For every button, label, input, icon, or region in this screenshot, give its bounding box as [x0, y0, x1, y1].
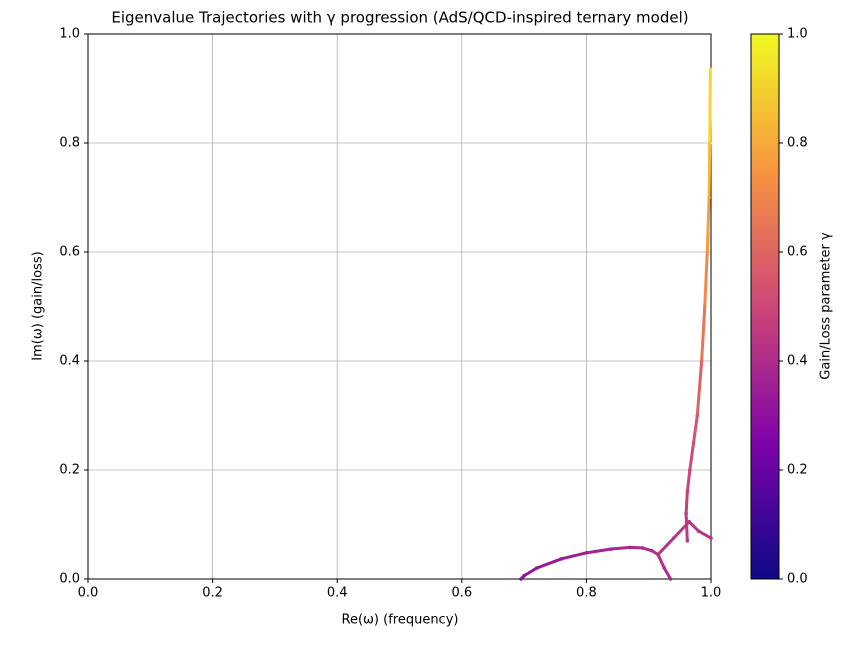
plot-frame: [87, 33, 712, 580]
y-tick-label: 0.0: [59, 572, 80, 587]
trajectory-segment: [700, 305, 707, 363]
x-tick-label: 1.0: [701, 586, 722, 601]
trajectory-point: [685, 490, 690, 494]
trajectory-point: [609, 547, 614, 551]
x-tick-label: 0.2: [202, 586, 223, 601]
trajectory-point: [522, 573, 526, 578]
trajectory-point: [699, 359, 704, 363]
trajectory-segment: [707, 141, 712, 199]
trajectory-segment: [705, 196, 711, 254]
x-tick-label: 0.4: [327, 586, 348, 601]
trajectory-segment: [662, 566, 673, 581]
trajectory-segment: [695, 359, 704, 417]
trajectory-point: [650, 548, 654, 553]
trajectory-point: [709, 536, 713, 540]
x-tick-label: 0.6: [451, 586, 472, 601]
trajectory-point: [668, 577, 673, 581]
colorbar-tick-label: 0.8: [787, 136, 808, 151]
trajectory-point: [559, 557, 564, 561]
chart-title: Eigenvalue Trajectories with γ progressi…: [111, 9, 688, 27]
trajectory-segment: [684, 512, 689, 543]
trajectory-segment: [656, 536, 676, 556]
trajectory-segment: [584, 547, 613, 555]
trajectory-segment: [688, 441, 696, 472]
trajectory-segment: [685, 468, 692, 494]
trajectory-point: [705, 250, 710, 254]
trajectory-point: [671, 536, 676, 540]
trajectory-segment: [684, 490, 689, 516]
x-tick-label: 0.8: [576, 586, 597, 601]
colorbar-tick-label: 0.6: [787, 245, 808, 260]
trajectory-point: [702, 304, 707, 309]
trajectory-point: [656, 552, 660, 557]
trajectory-point: [584, 551, 589, 555]
trajectory-point: [662, 566, 667, 570]
trajectory-point: [688, 468, 692, 472]
colorbar-tick-label: 0.4: [787, 354, 808, 369]
trajectory-point: [628, 545, 632, 550]
x-tick-label: 0.0: [78, 586, 99, 601]
y-tick-label: 0.4: [59, 354, 80, 369]
trajectory-point: [519, 577, 523, 581]
trajectory-point: [691, 440, 696, 445]
x-axis-label: Re(ω) (frequency): [342, 613, 459, 628]
trajectory-point: [708, 67, 713, 72]
trajectory-segment: [703, 250, 709, 308]
trajectory-point: [684, 511, 688, 516]
trajectory-point: [695, 413, 700, 418]
trajectory-point: [640, 546, 645, 550]
trajectory-segment: [656, 552, 666, 570]
trajectory-segment: [687, 520, 701, 533]
y-tick-label: 0.2: [59, 463, 80, 478]
trajectory-point: [534, 566, 539, 570]
trajectory-point: [696, 529, 701, 533]
trajectory-point: [685, 539, 690, 543]
trajectory-point: [707, 195, 711, 200]
y-tick-label: 0.8: [59, 136, 80, 151]
trajectory-segment: [522, 566, 539, 578]
colorbar-tick-label: 0.0: [787, 572, 808, 587]
trajectory-segment: [535, 557, 563, 570]
colorbar-tick-label: 0.2: [787, 463, 808, 478]
colorbar: [750, 33, 780, 580]
trajectory-segment: [692, 414, 699, 445]
trajectory-point: [707, 141, 712, 145]
y-axis-label: Im(ω) (gain/loss): [31, 251, 46, 360]
colorbar-tick-label: 1.0: [787, 27, 808, 42]
trajectory-point: [687, 519, 691, 524]
y-tick-label: 1.0: [59, 27, 80, 42]
y-tick-label: 0.6: [59, 245, 80, 260]
trajectory-segment: [708, 67, 712, 145]
trajectory-segment: [559, 551, 588, 561]
trajectory-segment: [628, 545, 644, 550]
trajectory-segment: [697, 529, 713, 540]
trajectory-segment: [609, 545, 632, 551]
colorbar-label: Gain/Loss parameter γ: [819, 232, 834, 380]
